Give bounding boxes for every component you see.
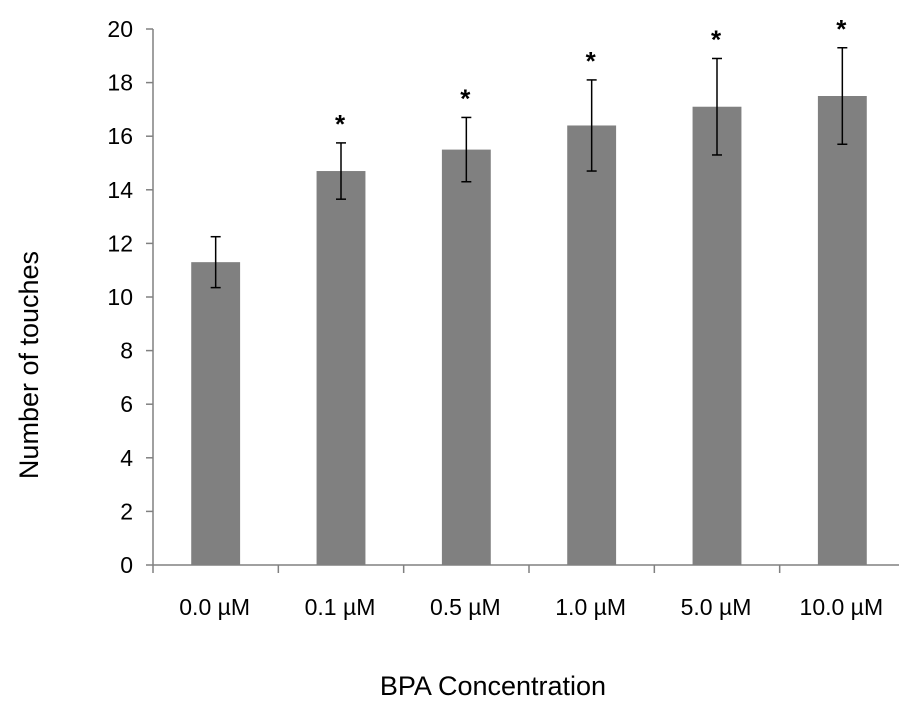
- significance-marker: *: [711, 24, 722, 54]
- x-axis-ticks: 0.0 µM 0.1 µM 0.5 µM 1.0 µM 5.0 µM 10.0 µM: [152, 565, 884, 620]
- significance-marker: *: [586, 46, 597, 76]
- y-tick-label: 8: [120, 338, 133, 364]
- bar: [191, 262, 241, 565]
- significance-marker: *: [460, 83, 471, 113]
- y-tick-label: 6: [120, 391, 133, 417]
- bar: [817, 96, 867, 565]
- y-tick-label: 12: [107, 230, 133, 256]
- y-axis-ticks: 0 2 4 6 8 10 12 14 16 18 20: [107, 16, 153, 578]
- x-tick-label: 0.1 µM: [305, 594, 376, 620]
- x-tick-label: 10.0 µM: [800, 594, 884, 620]
- bar: [316, 171, 366, 566]
- bar: [441, 149, 491, 565]
- bar: [567, 125, 617, 565]
- x-axis-title: BPA Concentration: [380, 671, 606, 701]
- y-tick-label: 0: [120, 552, 133, 578]
- bars: [191, 96, 867, 566]
- x-tick-label: 1.0 µM: [555, 594, 626, 620]
- x-tick-label: 0.0 µM: [179, 594, 250, 620]
- y-tick-label: 10: [107, 284, 133, 310]
- y-tick-label: 16: [107, 123, 133, 149]
- significance-markers: * * * * *: [335, 14, 847, 139]
- y-tick-label: 2: [120, 498, 133, 524]
- x-tick-label: 0.5 µM: [430, 594, 501, 620]
- error-bars: [210, 47, 848, 289]
- significance-marker: *: [335, 109, 346, 139]
- y-tick-label: 18: [107, 70, 133, 96]
- x-tick-label: 5.0 µM: [681, 594, 752, 620]
- bar: [692, 106, 742, 565]
- y-tick-label: 20: [107, 16, 133, 42]
- y-axis-title: Number of touches: [14, 251, 44, 479]
- y-tick-label: 14: [107, 177, 133, 203]
- significance-marker: *: [836, 14, 847, 44]
- y-tick-label: 4: [120, 445, 133, 471]
